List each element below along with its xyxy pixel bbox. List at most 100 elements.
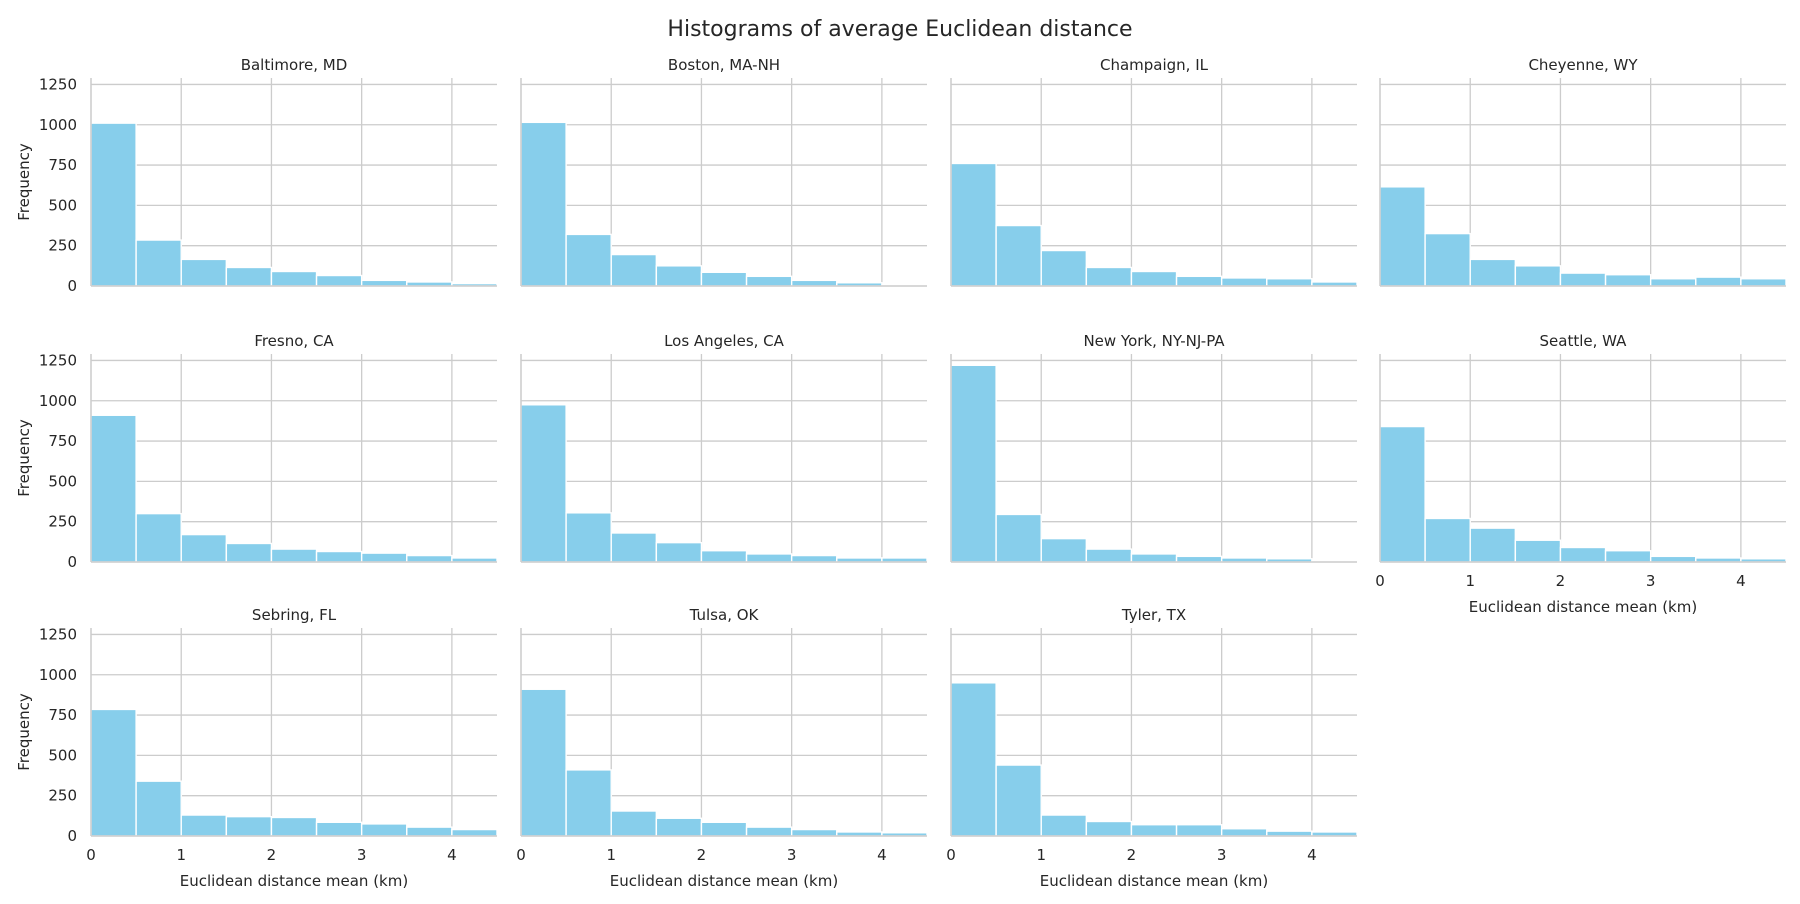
x-axis-label: Euclidean distance mean (km) bbox=[610, 872, 838, 890]
histogram-bar bbox=[610, 532, 658, 563]
histogram-bar bbox=[995, 764, 1042, 837]
subplot-title-los-angeles-ca: Los Angeles, CA bbox=[664, 332, 785, 350]
histogram-bar bbox=[520, 121, 567, 287]
x-tick-label: 0 bbox=[1375, 572, 1385, 590]
histogram-bar bbox=[700, 821, 748, 837]
histogram-bar bbox=[700, 550, 748, 563]
histogram-bar bbox=[790, 828, 838, 837]
histogram-bar bbox=[180, 814, 228, 837]
subplot-title-seattle-wa: Seattle, WA bbox=[1540, 332, 1628, 350]
histogram-bar bbox=[1514, 265, 1562, 287]
y-tick-label: 0 bbox=[67, 553, 77, 571]
x-tick-label: 1 bbox=[1465, 572, 1475, 590]
histogram-bar bbox=[1220, 277, 1268, 287]
y-tick-label: 750 bbox=[48, 706, 77, 724]
x-tick-label: 2 bbox=[1556, 572, 1566, 590]
y-tick-label: 500 bbox=[48, 746, 77, 764]
histogram-bar bbox=[1469, 527, 1517, 563]
y-tick-label: 250 bbox=[48, 513, 77, 531]
histogram-bar bbox=[270, 816, 318, 837]
y-axis-label: Frequency bbox=[15, 693, 33, 771]
x-tick-label: 0 bbox=[86, 846, 96, 864]
y-tick-label: 750 bbox=[48, 156, 77, 174]
histogram-bar bbox=[270, 548, 318, 563]
histogram-bar bbox=[1469, 258, 1517, 287]
histogram-bar bbox=[90, 708, 137, 837]
histogram-bar bbox=[1220, 828, 1268, 837]
histogram-bar bbox=[1175, 555, 1223, 563]
histogram-bar bbox=[1604, 274, 1652, 287]
x-tick-label: 0 bbox=[516, 846, 526, 864]
histogram-bar bbox=[1379, 186, 1426, 287]
histogram-bar bbox=[610, 253, 658, 287]
x-axis-label: Euclidean distance mean (km) bbox=[180, 872, 408, 890]
histogram-bar bbox=[1175, 824, 1223, 837]
y-tick-label: 1250 bbox=[39, 625, 77, 643]
histogram-bar bbox=[1040, 537, 1088, 563]
histogram-bar bbox=[1130, 824, 1178, 837]
histogram-bar bbox=[655, 265, 703, 287]
histogram-bar bbox=[1559, 546, 1607, 563]
histogram-bar bbox=[406, 554, 453, 563]
x-tick-label: 2 bbox=[1127, 846, 1137, 864]
x-tick-label: 3 bbox=[1217, 846, 1227, 864]
histogram-bar bbox=[790, 554, 838, 563]
histogram-bar bbox=[90, 414, 137, 563]
histogram-bar bbox=[1604, 550, 1652, 563]
histogram-bar bbox=[1266, 278, 1313, 287]
x-tick-label: 0 bbox=[946, 846, 956, 864]
x-axis-label: Euclidean distance mean (km) bbox=[1040, 872, 1268, 890]
x-tick-label: 2 bbox=[697, 846, 707, 864]
histogram-bar bbox=[745, 826, 793, 837]
subplot-title-new-york-ny-nj-pa: New York, NY-NJ-PA bbox=[1083, 332, 1225, 350]
histogram-bar bbox=[270, 270, 318, 287]
x-tick-label: 3 bbox=[357, 846, 367, 864]
y-tick-label: 250 bbox=[48, 237, 77, 255]
histogram-bar bbox=[451, 828, 498, 837]
histogram-bar bbox=[225, 542, 273, 563]
histogram-bar bbox=[1424, 232, 1471, 287]
y-tick-label: 1000 bbox=[39, 392, 77, 410]
histogram-bar bbox=[1514, 539, 1562, 563]
histogram-bar bbox=[1649, 278, 1697, 287]
subplot-title-cheyenne-wy: Cheyenne, WY bbox=[1528, 56, 1638, 74]
histogram-bar bbox=[565, 512, 612, 563]
histogram-bar bbox=[406, 826, 453, 837]
histogram-bar bbox=[180, 258, 228, 287]
histogram-bar bbox=[745, 553, 793, 563]
histogram-bar bbox=[1130, 553, 1178, 563]
histogram-bar bbox=[610, 810, 658, 837]
histogram-bar bbox=[950, 162, 997, 287]
x-tick-label: 3 bbox=[787, 846, 797, 864]
subplot-title-tulsa-ok: Tulsa, OK bbox=[689, 606, 760, 624]
subplot-title-champaign-il: Champaign, IL bbox=[1100, 56, 1209, 74]
histogram-bar bbox=[655, 817, 703, 837]
histogram-bar bbox=[90, 122, 137, 287]
histogram-bar bbox=[180, 533, 228, 563]
y-tick-label: 0 bbox=[67, 827, 77, 845]
histogram-bar bbox=[700, 271, 748, 287]
y-tick-label: 1000 bbox=[39, 116, 77, 134]
subplot-title-tyler-tx: Tyler, TX bbox=[1121, 606, 1186, 624]
histogram-bar bbox=[360, 823, 408, 837]
histogram-bar bbox=[315, 821, 363, 837]
histogram-bar bbox=[1040, 814, 1088, 837]
y-tick-label: 1250 bbox=[39, 351, 77, 369]
histogram-bar bbox=[1695, 276, 1742, 287]
y-tick-label: 500 bbox=[48, 196, 77, 214]
histogram-bar bbox=[315, 550, 363, 563]
x-tick-label: 1 bbox=[606, 846, 616, 864]
y-tick-label: 500 bbox=[48, 472, 77, 490]
histogram-bar bbox=[1175, 275, 1223, 287]
histogram-bar bbox=[1085, 266, 1133, 287]
histogram-bar bbox=[135, 512, 182, 563]
histogram-bar bbox=[225, 815, 273, 837]
histogram-bar bbox=[950, 682, 997, 837]
subplot-title-boston-ma-nh: Boston, MA-NH bbox=[668, 56, 780, 74]
x-tick-label: 4 bbox=[877, 846, 887, 864]
histogram-bar bbox=[565, 769, 612, 837]
histogram-bar bbox=[1740, 278, 1787, 287]
histogram-bar bbox=[315, 274, 363, 287]
